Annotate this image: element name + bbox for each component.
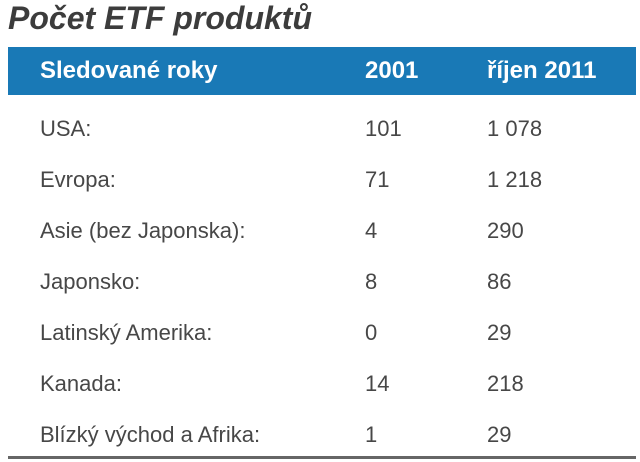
header-year-2001: 2001 — [365, 57, 419, 84]
row-value-2001: 71 — [365, 166, 390, 192]
table-row-japan: Japonsko: 8 86 — [8, 256, 636, 307]
row-value-2011: 29 — [487, 421, 512, 447]
row-value-2001: 101 — [365, 115, 402, 141]
table-bottom-rule — [8, 456, 636, 459]
table-row-usa: USA: 101 1 078 — [8, 103, 636, 154]
header-tracked-years: Sledované roky — [40, 57, 218, 84]
row-value-2011: 218 — [487, 370, 524, 396]
row-value-2001: 8 — [365, 268, 378, 294]
row-value-2011: 1 078 — [487, 115, 543, 141]
header-october-2011: říjen 2011 — [487, 57, 597, 84]
row-value-2001: 0 — [365, 319, 378, 345]
table-row-europe: Evropa: 71 1 218 — [8, 154, 636, 205]
row-label: Kanada: — [40, 370, 122, 396]
row-value-2011: 290 — [487, 217, 524, 243]
table-row-latin-america: Latinský Amerika: 0 29 — [8, 307, 636, 358]
table-body: USA: 101 1 078 Evropa: 71 1 218 Asie (be… — [8, 103, 636, 460]
page-title: Počet ETF produktů — [8, 0, 312, 36]
table-row-middle-east-africa: Blízký východ a Afrika: 1 29 — [8, 409, 636, 460]
etf-products-table: Sledované roky 2001 říjen 2011 USA: 101 … — [8, 47, 636, 460]
row-label: Latinský Amerika: — [40, 319, 213, 345]
row-value-2001: 4 — [365, 217, 378, 243]
table-row-canada: Kanada: 14 218 — [8, 358, 636, 409]
row-label: Asie (bez Japonska): — [40, 217, 246, 243]
row-value-2001: 14 — [365, 370, 390, 396]
row-label: USA: — [40, 115, 92, 141]
table-header-row: Sledované roky 2001 říjen 2011 — [8, 47, 636, 95]
row-label: Evropa: — [40, 166, 116, 192]
row-label: Japonsko: — [40, 268, 141, 294]
table-row-asia: Asie (bez Japonska): 4 290 — [8, 205, 636, 256]
row-value-2011: 29 — [487, 319, 512, 345]
row-value-2011: 1 218 — [487, 166, 543, 192]
row-value-2001: 1 — [365, 421, 378, 447]
row-label: Blízký východ a Afrika: — [40, 421, 261, 447]
row-value-2011: 86 — [487, 268, 512, 294]
